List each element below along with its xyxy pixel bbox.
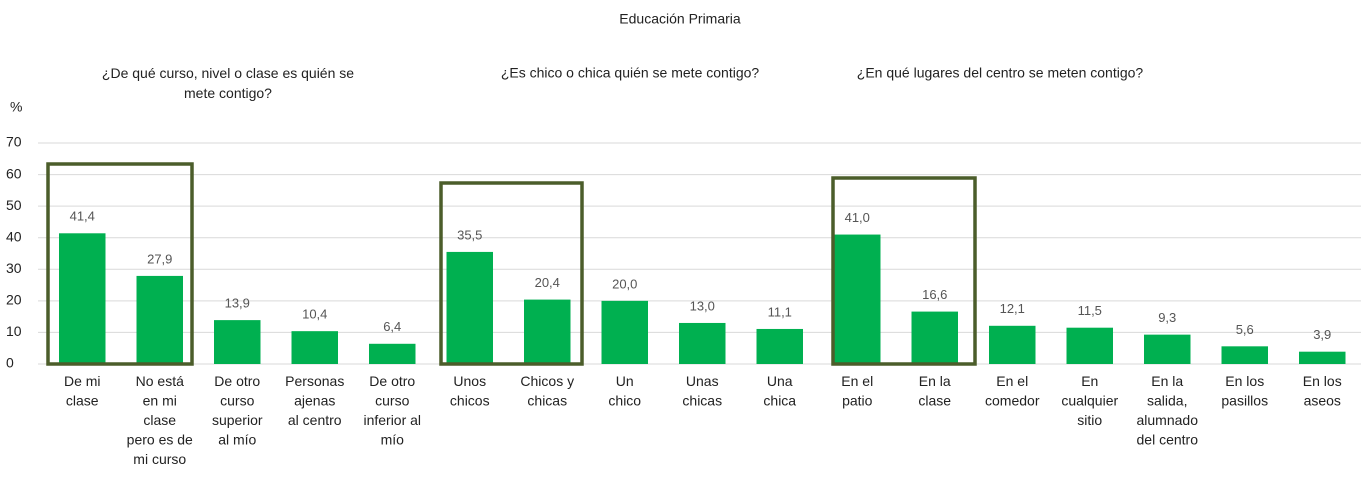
x-tick-label: Personas ajenas al centro <box>285 373 344 428</box>
x-tick-label: En el comedor <box>985 373 1040 409</box>
data-label: 3,9 <box>1313 327 1331 342</box>
bar <box>446 251 493 364</box>
bar <box>369 343 416 364</box>
highlight-box <box>46 162 194 366</box>
data-label: 27,9 <box>147 251 172 266</box>
y-tick-label: 60 <box>6 165 22 181</box>
y-tick-label: 70 <box>6 134 22 150</box>
x-tick-label: De mi clase <box>64 373 101 409</box>
data-label: 5,6 <box>1236 322 1254 337</box>
y-axis-label: % <box>10 99 22 115</box>
bar <box>1144 334 1191 364</box>
bar <box>291 331 338 364</box>
bar <box>679 322 726 364</box>
x-tick-label: Un chico <box>608 373 641 409</box>
x-tick-label: Unas chicas <box>682 373 722 409</box>
x-tick-label: De otro curso inferior al mío <box>363 373 421 448</box>
x-tick-label: En cualquier sitio <box>1061 373 1118 428</box>
x-tick-label: Una chica <box>763 373 796 409</box>
data-label: 41,0 <box>845 210 870 225</box>
bar <box>989 325 1036 364</box>
chart-title: Educación Primaria <box>619 11 741 27</box>
data-label: 20,0 <box>612 276 637 291</box>
group-title: ¿De qué curso, nivel o clase es quién se… <box>102 65 354 101</box>
bar <box>756 328 803 364</box>
group-title: ¿En qué lugares del centro se meten cont… <box>857 65 1144 81</box>
data-label: 20,4 <box>535 275 560 290</box>
x-tick-label: En la clase <box>918 373 951 409</box>
y-tick-label: 30 <box>6 260 22 276</box>
x-tick-label: En los aseos <box>1303 373 1342 409</box>
x-tick-label: Unos chicos <box>450 373 490 409</box>
bar <box>524 299 571 364</box>
data-label: 13,9 <box>225 296 250 311</box>
y-tick-label: 0 <box>6 355 14 371</box>
data-label: 10,4 <box>302 307 327 322</box>
bar <box>601 300 648 364</box>
data-label: 35,5 <box>457 227 482 242</box>
x-tick-label: No está en mi clase pero es de mi curso <box>127 373 193 467</box>
data-label: 12,1 <box>1000 301 1025 316</box>
y-tick-label: 20 <box>6 292 22 308</box>
data-label: 11,1 <box>768 304 792 319</box>
highlight-box <box>439 181 584 366</box>
bar <box>1299 351 1346 364</box>
x-tick-label: Chicos y chicas <box>520 373 574 409</box>
bar <box>1066 327 1113 364</box>
data-label: 16,6 <box>922 287 947 302</box>
bar <box>1221 346 1268 364</box>
data-label: 13,0 <box>690 298 715 313</box>
bar <box>136 275 183 364</box>
data-label: 9,3 <box>1158 310 1176 325</box>
data-label: 41,4 <box>70 209 95 224</box>
bar <box>834 234 881 364</box>
x-tick-label: En el patio <box>841 373 873 409</box>
bar <box>59 233 106 364</box>
data-label: 11,5 <box>1078 303 1102 318</box>
group-title: ¿Es chico o chica quién se mete contigo? <box>501 65 760 81</box>
bar <box>911 311 958 364</box>
y-tick-label: 50 <box>6 197 22 213</box>
y-tick-label: 40 <box>6 228 22 244</box>
x-tick-label: De otro curso superior al mío <box>212 373 263 448</box>
highlight-box <box>831 176 977 366</box>
plot: 0 10 20 30 40 50 60 70 De mi clase 41,4 No está en m… <box>6 134 1361 467</box>
x-tick-label: En los pasillos <box>1221 373 1268 409</box>
bar <box>214 320 261 364</box>
x-tick-label: En la salida, alumnado del centro <box>1137 373 1199 448</box>
y-tick-label: 10 <box>6 323 22 339</box>
data-label: 6,4 <box>383 319 401 334</box>
